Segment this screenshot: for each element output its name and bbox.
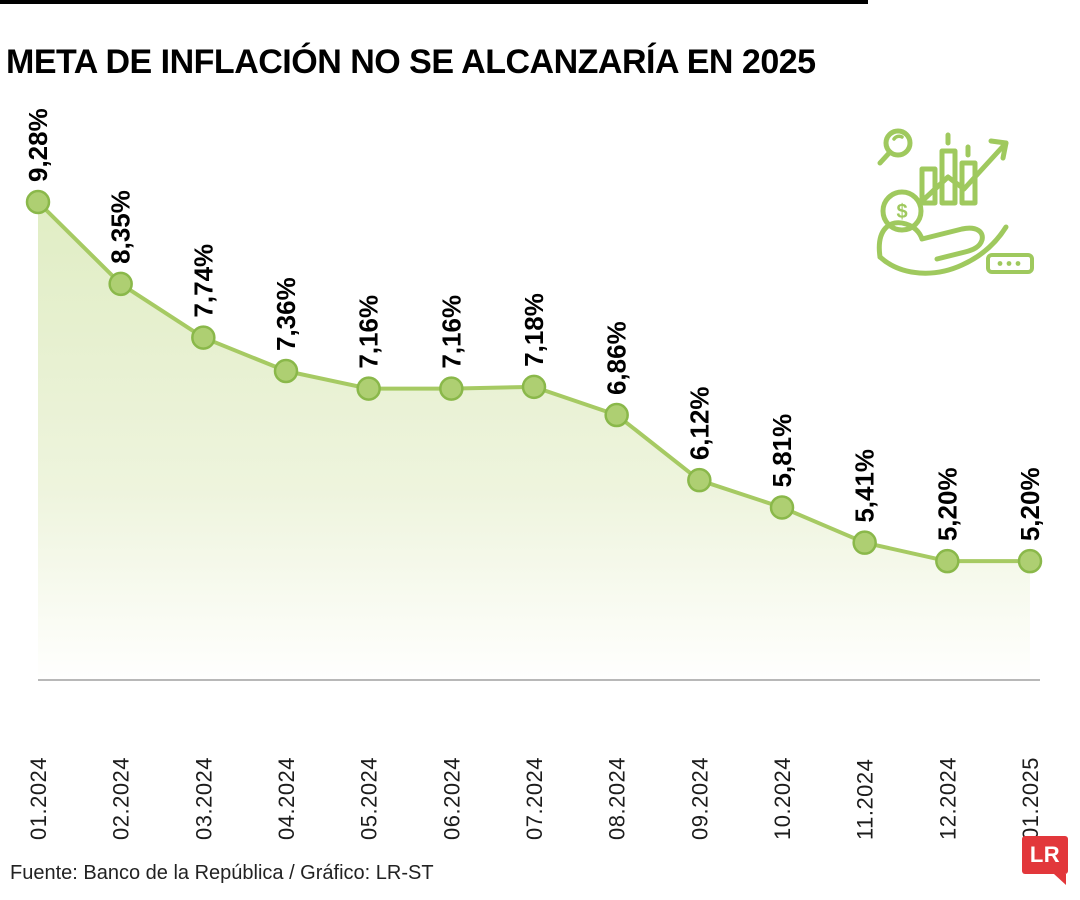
x-axis-label: 03.2024 (191, 757, 216, 840)
x-axis-label: 12.2024 (935, 757, 960, 840)
x-axis-label: 06.2024 (439, 757, 464, 840)
magnifier-icon (883, 128, 913, 158)
data-point (687, 467, 712, 493)
x-axis-label: 07.2024 (522, 757, 547, 840)
data-point (191, 325, 216, 350)
top-rule (0, 0, 868, 4)
data-label: 7,74% (188, 244, 218, 318)
hand-icon (876, 220, 985, 262)
source-credit: Fuente: Banco de la República / Gráfico:… (10, 862, 434, 884)
lr-logo: LR (1022, 836, 1068, 885)
data-label: 6,86% (602, 321, 632, 395)
data-label: 5,81% (767, 414, 797, 488)
data-label: 6,12% (684, 386, 714, 460)
data-label: 7,36% (271, 277, 301, 351)
x-axis-label: 10.2024 (770, 757, 795, 840)
x-axis-label: 08.2024 (605, 757, 630, 840)
area-fill (38, 202, 1030, 680)
data-label: 8,35% (106, 190, 136, 264)
data-point (521, 374, 547, 400)
data-point (439, 376, 464, 401)
data-label: 7,16% (354, 295, 384, 369)
x-axis-label: 01.2025 (1018, 757, 1043, 840)
data-point (356, 376, 381, 401)
data-point (108, 271, 133, 297)
money-growth-hand-icon: $ (876, 128, 1034, 276)
data-point (935, 548, 960, 574)
dollar-coin-icon (880, 189, 924, 233)
x-axis-label: 11.2024 (853, 759, 878, 840)
data-point (1017, 548, 1043, 574)
lr-logo-text: LR (1029, 842, 1061, 867)
page-title: META DE INFLACIÓN NO SE ALCANZARÍA EN 20… (6, 42, 816, 81)
data-point (604, 402, 629, 428)
x-axis-label: 05.2024 (357, 757, 382, 840)
data-label: 5,20% (932, 467, 962, 541)
x-axis-label: 02.2024 (109, 757, 134, 840)
dollar-sign: $ (896, 201, 907, 223)
data-label: 9,28% (23, 108, 53, 182)
x-axis-label: 04.2024 (274, 757, 299, 840)
data-point (25, 189, 51, 215)
data-label: 7,18% (519, 293, 549, 367)
data-point (769, 495, 795, 520)
x-axis-label: 09.2024 (687, 757, 712, 840)
data-point (852, 530, 877, 555)
data-label: 5,20% (1015, 467, 1045, 541)
up-arrow-icon (917, 140, 1009, 206)
data-label: 5,41% (850, 449, 880, 523)
data-point (273, 358, 299, 384)
lr-logo-tail (1054, 874, 1066, 885)
x-axis-label: 01.2024 (26, 757, 51, 840)
data-label: 7,16% (436, 295, 466, 369)
